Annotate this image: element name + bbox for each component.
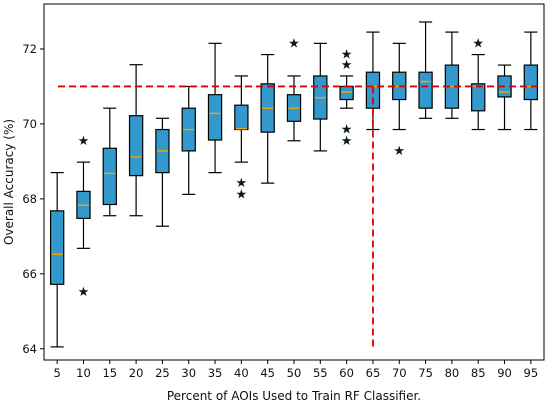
outlier-star: ★ xyxy=(236,176,248,191)
outlier-star: ★ xyxy=(78,134,90,149)
y-tick-label: 68 xyxy=(22,192,37,206)
outlier-star: ★ xyxy=(472,36,484,51)
y-tick-label: 70 xyxy=(22,117,37,131)
x-tick-label: 45 xyxy=(260,366,275,380)
box-body xyxy=(471,83,486,112)
y-tick-label: 72 xyxy=(22,42,37,56)
x-tick-label: 95 xyxy=(524,366,539,380)
box-body xyxy=(339,85,354,101)
plot-area xyxy=(43,3,545,361)
box-body xyxy=(523,64,539,101)
x-tick-label: 35 xyxy=(208,366,223,380)
box-85: ★ xyxy=(471,36,486,131)
axis-ticks: 64 66 68 70 72 5 10 15 20 25 30 35 40 45 50 55 60 65 70 75 8… xyxy=(22,42,538,380)
x-axis-label: Percent of AOIs Used to Train RF Classif… xyxy=(167,389,421,403)
reference-lines xyxy=(58,85,538,349)
x-tick-label: 55 xyxy=(313,366,328,380)
box-plot-marks: ★★★★★★★★★★★ xyxy=(49,21,539,348)
box-body xyxy=(418,71,433,109)
x-tick-label: 15 xyxy=(102,366,117,380)
box-20 xyxy=(128,64,144,217)
outlier-star: ★ xyxy=(341,134,353,149)
x-tick-label: 65 xyxy=(366,366,381,380)
x-tick-label: 10 xyxy=(76,366,91,380)
box-35 xyxy=(207,42,223,174)
box-body xyxy=(49,210,65,285)
y-axis-label: Overall Accuracy (%) xyxy=(2,119,16,245)
x-tick-label: 25 xyxy=(155,366,170,380)
box-45 xyxy=(260,53,275,184)
box-5 xyxy=(49,172,65,348)
x-tick-label: 40 xyxy=(234,366,249,380)
outlier-star: ★ xyxy=(288,36,300,51)
box-body xyxy=(207,94,223,141)
x-tick-label: 30 xyxy=(181,366,196,380)
x-tick-label: 70 xyxy=(392,366,407,380)
y-tick-label: 66 xyxy=(22,267,37,281)
x-tick-label: 85 xyxy=(471,366,486,380)
box-55 xyxy=(313,42,328,152)
outlier-star: ★ xyxy=(341,48,353,63)
box-95 xyxy=(523,31,539,131)
box-70: ★ xyxy=(392,42,407,159)
plot-frame xyxy=(43,3,545,361)
box-15 xyxy=(102,107,117,217)
box-body xyxy=(128,115,144,177)
outlier-star: ★ xyxy=(236,187,248,202)
outlier-star: ★ xyxy=(341,123,353,138)
y-tick-label: 64 xyxy=(22,342,37,356)
x-tick-label: 75 xyxy=(418,366,433,380)
box-60: ★★★★ xyxy=(339,48,354,149)
x-tick-label: 90 xyxy=(497,366,512,380)
box-body xyxy=(234,104,249,131)
x-tick-label: 50 xyxy=(287,366,302,380)
box-50: ★ xyxy=(286,36,302,142)
x-tick-label: 80 xyxy=(445,366,460,380)
outlier-star: ★ xyxy=(393,144,405,159)
x-tick-label: 20 xyxy=(129,366,144,380)
box-30 xyxy=(181,85,196,195)
outlier-star: ★ xyxy=(341,58,353,73)
box-10: ★★ xyxy=(76,134,91,300)
outlier-star: ★ xyxy=(78,285,90,300)
box-25 xyxy=(155,117,170,227)
box-80 xyxy=(444,31,460,119)
box-40: ★★ xyxy=(234,75,249,202)
box-75 xyxy=(418,21,433,119)
box-body xyxy=(102,147,117,206)
box-90 xyxy=(497,64,512,131)
x-tick-label: 60 xyxy=(339,366,354,380)
x-tick-label: 5 xyxy=(53,366,60,380)
